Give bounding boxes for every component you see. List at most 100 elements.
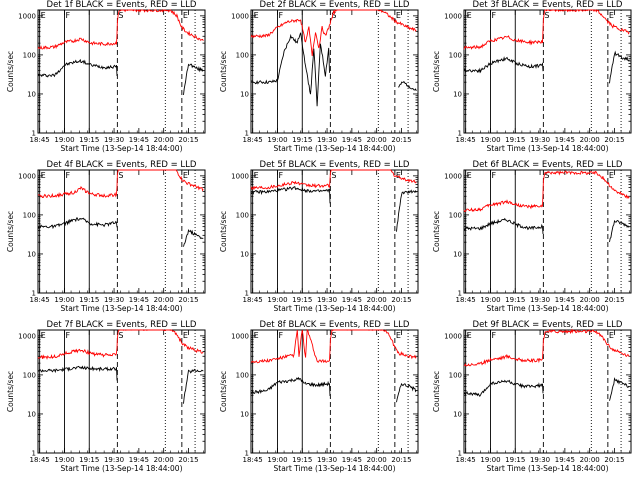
y-tick-label: 1	[245, 450, 249, 458]
series-line	[250, 328, 417, 364]
plot-frame	[463, 169, 632, 294]
x-tick-label: 19:00	[480, 136, 500, 144]
series-line	[37, 329, 204, 360]
x-axis-label: Start Time (13-Sep-14 18:44:00)	[487, 304, 609, 313]
y-tick-label: 1000	[18, 12, 36, 20]
marker-label: E	[396, 171, 401, 180]
plot-frame	[463, 9, 632, 134]
series-events	[463, 217, 630, 243]
chart-title: Det 6f BLACK = Events, RED = LLD	[473, 160, 623, 170]
x-tick-label: 19:00	[267, 296, 287, 304]
y-tick-label: 1	[458, 290, 462, 298]
marker-label: S	[544, 11, 549, 20]
x-tick-label: 18:45	[456, 456, 476, 464]
series-line	[183, 368, 204, 404]
y-tick-label: 100	[236, 211, 249, 219]
chart-panel-5: Det 5f BLACK = Events, RED = LLD 1 10 100 10…	[219, 160, 419, 313]
y-tick-label: 1000	[444, 172, 462, 180]
marker-label: E	[467, 171, 472, 180]
x-tick-label: 19:30	[317, 456, 337, 464]
x-tick-label: 19:00	[54, 456, 74, 464]
x-tick-label: 18:45	[456, 136, 476, 144]
y-tick-label: 100	[23, 211, 36, 219]
x-tick-label: 19:00	[54, 296, 74, 304]
x-tick-label: 19:30	[530, 136, 550, 144]
marker-label: S	[331, 171, 336, 180]
marker-label: E	[254, 331, 259, 340]
x-tick-label: 18:45	[456, 296, 476, 304]
chart-title: Det 4f BLACK = Events, RED = LLD	[47, 160, 197, 170]
series-lld	[250, 328, 417, 364]
series-line	[37, 58, 118, 78]
marker-label: S	[331, 331, 336, 340]
series-line	[37, 217, 118, 230]
series-line	[250, 8, 417, 56]
x-axis-label: Start Time (13-Sep-14 18:44:00)	[274, 304, 396, 313]
y-tick-label: 100	[236, 51, 249, 59]
y-tick-label: 10	[27, 90, 36, 98]
plot-frame	[463, 329, 632, 454]
x-tick-label: 20:15	[178, 136, 198, 144]
x-tick-label: 19:15	[505, 456, 525, 464]
x-tick-label: 20:00	[367, 456, 387, 464]
marker-label: F	[65, 171, 70, 180]
y-axis-label: Counts/sec	[219, 211, 228, 252]
chart-title: Det 8f BLACK = Events, RED = LLD	[260, 320, 410, 330]
series-line	[463, 9, 630, 50]
x-tick-label: 19:45	[555, 136, 575, 144]
marker-label: F	[65, 11, 70, 20]
plot-frame	[250, 169, 419, 294]
x-tick-label: 19:15	[505, 296, 525, 304]
y-tick-label: 10	[27, 250, 36, 258]
marker-label: E	[609, 11, 614, 20]
marker-label: E	[467, 11, 472, 20]
chart-panel-3: Det 3f BLACK = Events, RED = LLD 1 10 100 10…	[432, 0, 632, 153]
x-tick-label: 19:15	[292, 456, 312, 464]
y-tick-label: 1	[32, 290, 36, 298]
y-tick-label: 1	[32, 450, 36, 458]
y-tick-label: 10	[240, 250, 249, 258]
x-tick-label: 18:45	[243, 296, 263, 304]
marker-label: S	[118, 331, 123, 340]
series-line	[250, 376, 331, 397]
x-axis-label: Start Time (13-Sep-14 18:44:00)	[487, 144, 609, 153]
x-tick-label: 20:15	[604, 136, 624, 144]
y-tick-label: 10	[453, 410, 462, 418]
marker-label: E	[396, 11, 401, 20]
marker-label: F	[491, 171, 496, 180]
series-lld	[463, 9, 630, 50]
series-line	[609, 219, 630, 243]
chart-title: Det 1f BLACK = Events, RED = LLD	[47, 0, 197, 10]
x-tick-label: 19:45	[555, 296, 575, 304]
marker-label: S	[331, 11, 336, 20]
series-events	[250, 376, 417, 403]
series-line	[250, 169, 417, 191]
x-tick-label: 19:00	[54, 136, 74, 144]
x-tick-label: 20:15	[391, 456, 411, 464]
marker-label: S	[544, 171, 549, 180]
y-axis-label: Counts/sec	[432, 371, 441, 412]
series-line	[609, 377, 630, 401]
x-tick-label: 20:15	[604, 456, 624, 464]
x-tick-label: 19:30	[317, 136, 337, 144]
marker-label: E	[609, 171, 614, 180]
y-tick-label: 100	[449, 211, 462, 219]
x-tick-label: 20:00	[367, 296, 387, 304]
y-tick-label: 1	[458, 130, 462, 138]
x-tick-label: 19:30	[530, 456, 550, 464]
x-tick-label: 19:30	[317, 296, 337, 304]
y-tick-label: 1000	[231, 172, 249, 180]
series-events	[250, 186, 417, 232]
x-tick-label: 19:30	[104, 456, 124, 464]
series-line	[396, 382, 417, 403]
series-events	[250, 32, 417, 107]
x-tick-label: 19:45	[555, 456, 575, 464]
x-axis-label: Start Time (13-Sep-14 18:44:00)	[274, 464, 396, 473]
marker-label: F	[491, 331, 496, 340]
x-tick-label: 18:45	[30, 296, 50, 304]
y-tick-label: 10	[240, 90, 249, 98]
y-axis-label: Counts/sec	[6, 211, 15, 252]
plot-frame	[37, 9, 206, 134]
series-line	[250, 32, 330, 107]
